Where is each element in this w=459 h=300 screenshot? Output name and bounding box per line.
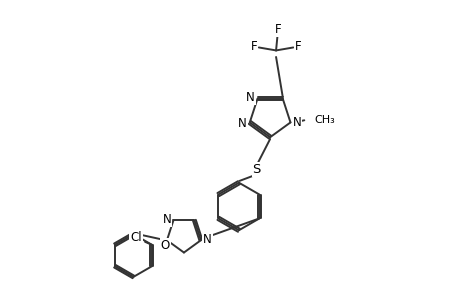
Text: S: S (252, 163, 260, 176)
Text: N: N (246, 92, 254, 104)
Text: N: N (292, 116, 301, 129)
Text: F: F (294, 40, 301, 53)
Text: F: F (274, 23, 280, 36)
Text: N: N (162, 213, 171, 226)
Text: O: O (161, 239, 170, 252)
Text: N: N (238, 116, 246, 130)
Text: Cl: Cl (130, 231, 142, 244)
Text: N: N (202, 233, 211, 246)
Text: CH₃: CH₃ (314, 115, 335, 125)
Text: F: F (250, 40, 257, 53)
